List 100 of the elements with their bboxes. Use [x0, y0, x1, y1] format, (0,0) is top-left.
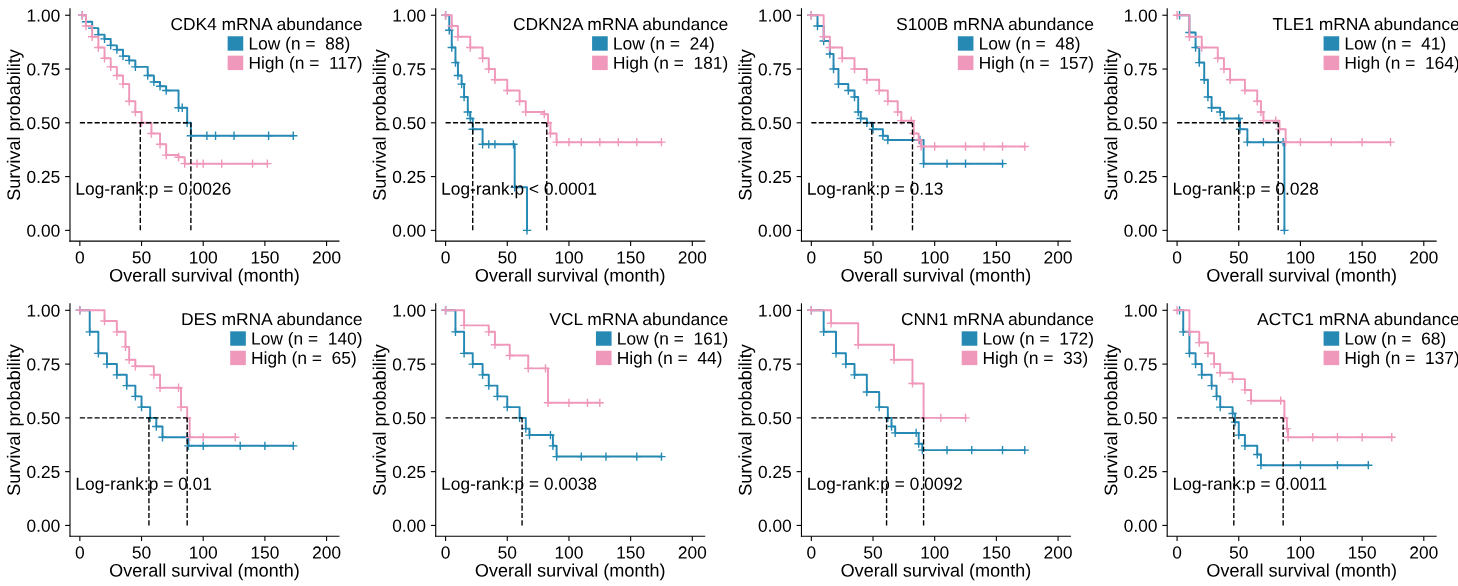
point [1019, 445, 1030, 456]
y-tick-label: 0.75 [27, 358, 60, 371]
point [459, 320, 469, 331]
point [84, 326, 95, 337]
legend-label: High (n = 137) [1345, 351, 1458, 368]
legend-label: Low (n = 161) [618, 331, 728, 349]
point [878, 130, 888, 141]
point [260, 440, 270, 451]
legend-label: Low (n = 68) [1345, 331, 1446, 349]
y-tick-label: 1.00 [27, 9, 60, 22]
y-axis-title: Survival probability [372, 344, 390, 495]
y-tick-label: 0.00 [758, 519, 792, 532]
legend-label: Low (n = 140) [252, 331, 362, 349]
point [916, 141, 926, 152]
y-tick-label: 0.25 [392, 465, 426, 479]
point [202, 130, 212, 141]
point [111, 70, 122, 81]
x-tick-label: 150 [617, 251, 645, 264]
x-tick-label: 100 [921, 251, 949, 264]
point [1357, 137, 1367, 148]
x-tick-label: 200 [312, 251, 341, 264]
x-tick-label: 0 [441, 546, 450, 559]
y-tick-label: 0.50 [1124, 116, 1157, 130]
y-tick-label: 0.50 [27, 412, 60, 425]
legend-label: Low (n = 88) [249, 36, 350, 54]
x-tick-label: 0 [1172, 251, 1182, 264]
y-tick-label: 1.00 [393, 304, 426, 317]
y-tick-label: 0.00 [392, 224, 426, 237]
point [613, 137, 624, 148]
y-axis-title: Survival probability [6, 49, 24, 200]
legend-title: S100B mRNA abundance [896, 17, 1094, 31]
x-tick-label: 150 [1348, 251, 1376, 264]
x-tick-label: 150 [251, 251, 279, 264]
point [1227, 374, 1238, 385]
point [1283, 432, 1293, 443]
point [450, 326, 461, 337]
y-axis-title: Survival probability [1104, 344, 1121, 495]
annotation: Log-rank:p = 0.0026 [76, 182, 231, 199]
legend-title: ACTC1 mRNA abundance [1257, 312, 1458, 326]
point [235, 440, 246, 451]
y-tick-label: 0.00 [1124, 224, 1157, 237]
point [136, 402, 147, 412]
point [456, 79, 467, 89]
x-tick-label: 0 [807, 251, 816, 264]
y-tick-label: 0.00 [758, 224, 792, 237]
x-tick-label: 0 [75, 251, 84, 264]
y-tick-label: 0.75 [27, 63, 60, 76]
y-tick-label: 0.50 [392, 412, 426, 425]
y-tick-label: 0.25 [392, 170, 426, 184]
y-tick-label: 0.00 [27, 224, 60, 237]
y-tick-label: 0.75 [1124, 63, 1157, 76]
point [459, 348, 469, 359]
x-axis-title: Overall survival (month) [1207, 563, 1396, 581]
point [1256, 460, 1266, 471]
point [453, 70, 463, 81]
point [917, 445, 928, 456]
y-tick-label: 0.50 [27, 116, 60, 130]
x-tick-label: 0 [807, 546, 816, 559]
legend-title: VCL mRNA abundance [549, 312, 728, 326]
point [118, 51, 128, 61]
x-tick-label: 50 [498, 546, 517, 559]
x-tick-label: 50 [864, 546, 882, 559]
x-axis-title: Overall survival (month) [1207, 268, 1396, 286]
x-tick-label: 150 [983, 251, 1011, 264]
point [1203, 92, 1213, 102]
annotation: Log-rank:p = 0.13 [808, 182, 943, 199]
point [120, 342, 131, 352]
legend-label: High (n = 157) [980, 56, 1093, 73]
point [288, 440, 299, 451]
y-axis-title: Survival probability [738, 344, 756, 495]
y-tick-label: 0.75 [392, 358, 426, 371]
point [1295, 137, 1306, 148]
point [1215, 402, 1226, 412]
point [853, 107, 864, 117]
x-tick-label: 150 [1348, 546, 1376, 559]
point [942, 158, 952, 169]
y-tick-label: 0.00 [392, 519, 426, 532]
legend-title: TLE1 mRNA abundance [1272, 17, 1458, 31]
point [1242, 137, 1253, 148]
point [849, 92, 860, 102]
point [942, 445, 952, 456]
x-tick-label: 100 [190, 546, 218, 559]
point [882, 96, 893, 107]
x-tick-label: 100 [1287, 546, 1315, 559]
x-axis-title: Overall survival (month) [841, 268, 1031, 286]
x-tick-label: 100 [190, 251, 218, 264]
y-tick-label: 0.00 [27, 519, 60, 532]
x-tick-label: 0 [441, 251, 450, 264]
point [1385, 137, 1396, 148]
point [997, 445, 1008, 456]
x-tick-label: 50 [1229, 546, 1248, 559]
y-tick-label: 0.75 [758, 358, 792, 371]
annotation: Log-rank:p = 0.0092 [808, 477, 962, 494]
x-tick-label: 0 [75, 546, 84, 559]
legend-label: Low (n = 172) [983, 331, 1093, 349]
x-axis-title: Overall survival (month) [109, 563, 299, 581]
x-tick-label: 200 [678, 251, 707, 264]
point [582, 397, 593, 408]
point [960, 413, 971, 423]
annotation: Log-rank:p < 0.0001 [442, 182, 597, 199]
